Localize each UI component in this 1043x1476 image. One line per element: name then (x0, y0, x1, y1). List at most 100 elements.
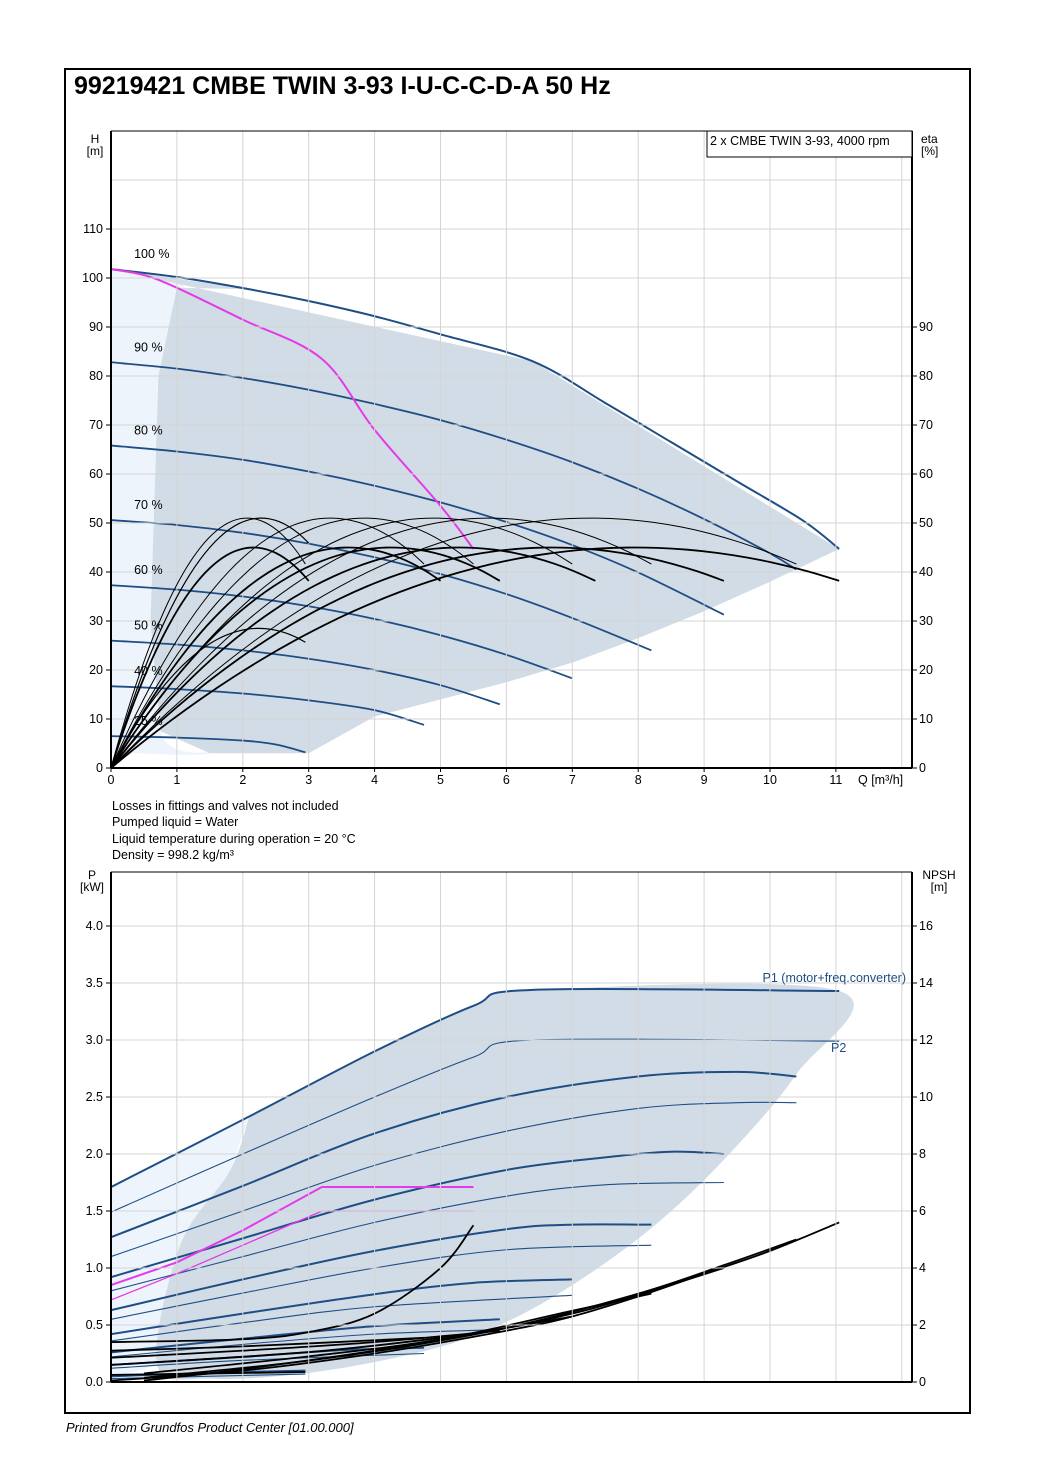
y-tick-label: 110 (83, 222, 103, 236)
qh-plot-area (111, 268, 840, 755)
x-tick-label: 5 (437, 773, 444, 787)
light-region (111, 1116, 250, 1379)
efficiency-curves (111, 517, 840, 768)
efficiency-curve (111, 546, 310, 768)
x-tick-label: 0 (108, 773, 115, 787)
x-tick-label: 1 (173, 773, 180, 787)
speed-label: 25 % (134, 714, 163, 728)
page-title: 99219421 CMBE TWIN 3-93 I-U-C-C-D-A 50 H… (74, 72, 611, 100)
y-tick-label: 40 (89, 565, 103, 579)
efficiency-curve (111, 517, 652, 768)
speed-label: 60 % (134, 563, 163, 577)
npsh-curve (111, 1371, 306, 1376)
efficiency-curve (111, 546, 840, 768)
footer-text: Printed from Grundfos Product Center [01… (66, 1420, 354, 1435)
speed-label: 70 % (134, 498, 163, 512)
speed-curve (111, 584, 573, 680)
npsh-tick-label: 8 (919, 1147, 926, 1161)
eta-tick-label: 60 (919, 467, 933, 481)
eta-tick-label: 70 (919, 418, 933, 432)
npsh-curve (143, 1267, 725, 1379)
efficiency-curve (111, 517, 573, 768)
eta-tick-label: 90 (919, 320, 933, 334)
p-tick-label: 3.5 (86, 976, 103, 990)
eta-tick-label: 20 (919, 663, 933, 677)
x-tick-label: 10 (763, 773, 777, 787)
p-tick-label: 4.0 (86, 919, 103, 933)
x-tick-label: 9 (701, 773, 708, 787)
p2-curve (111, 1294, 573, 1342)
npsh-curve (143, 1292, 652, 1375)
x-axis-label: Q [m³/h] (858, 773, 903, 787)
note-losses: Losses in fittings and valves not includ… (112, 799, 339, 813)
legend-box (706, 130, 913, 158)
y-tick-label: 50 (89, 516, 103, 530)
p1-label: P1 (motor+freq.converter) (763, 971, 906, 985)
eta-tick-label: 80 (919, 369, 933, 383)
eta-tick-label: 10 (919, 712, 933, 726)
p-tick-label: 2.5 (86, 1090, 103, 1104)
x-tick-label: 8 (635, 773, 642, 787)
x-tick-label: 7 (569, 773, 576, 787)
p-tick-label: 1.5 (86, 1204, 103, 1218)
npsh-tick-label: 6 (919, 1204, 926, 1218)
npsh-tick-label: 0 (919, 1375, 926, 1389)
y-axis-unit: [m] (87, 144, 104, 158)
eta-axis-unit: [%] (921, 144, 938, 158)
eta-tick-label: 50 (919, 516, 933, 530)
npsh-tick-label: 12 (919, 1033, 933, 1047)
efficiency-curve (111, 517, 310, 768)
x-tick-label: 4 (371, 773, 378, 787)
legend-text: 2 x CMBE TWIN 3-93, 4000 rpm (710, 134, 890, 148)
efficiency-curve (111, 517, 797, 768)
y-tick-label: 30 (89, 614, 103, 628)
y-tick-label: 70 (89, 418, 103, 432)
npsh-curve (111, 1221, 840, 1382)
efficiency-curve (111, 546, 725, 768)
speed-curve (111, 444, 725, 616)
speed-label: 50 % (134, 619, 163, 633)
max-power-limit-curve (111, 268, 475, 550)
p-tick-label: 3.0 (86, 1033, 103, 1047)
y-tick-label: 20 (89, 663, 103, 677)
speed-label: 100 % (134, 247, 169, 261)
npsh-tick-label: 14 (919, 976, 933, 990)
efficiency-curve (111, 517, 474, 768)
speed-label: 40 % (134, 664, 163, 678)
qh-chart: 100 %90 %80 %70 %60 %50 %40 %25 %0102030… (82, 130, 938, 787)
x-tick-label: 6 (503, 773, 510, 787)
p-tick-label: 0.5 (86, 1318, 103, 1332)
y-tick-label: 0 (96, 761, 103, 775)
y-tick-label: 80 (89, 369, 103, 383)
speed-label: 80 % (134, 424, 163, 438)
power-npsh-chart: 0.0 0.5 1.0 1.5 2.0 2.5 3.0 3.5 4.0 0 2 4 6 8 10 12 14 16… (80, 868, 956, 1389)
p-tick-label: 0.0 (86, 1375, 103, 1389)
p-axis-unit: [kW] (80, 880, 104, 894)
p1-curve (111, 1278, 573, 1336)
p2-label: P2 (831, 1041, 846, 1055)
npsh-curve (111, 1315, 573, 1366)
efficiency-curve (111, 546, 596, 768)
eta-tick-label: 30 (919, 614, 933, 628)
y-tick-label: 60 (89, 467, 103, 481)
note-liquid: Pumped liquid = Water (112, 815, 239, 829)
npsh-tick-label: 16 (919, 919, 933, 933)
npsh-axis-unit: [m] (931, 880, 948, 894)
eta-axis-label: eta (921, 132, 938, 146)
npsh-axis-label: NPSH (922, 868, 955, 882)
page-frame (64, 68, 971, 1414)
x-tick-label: 3 (305, 773, 312, 787)
efficiency-curve (111, 627, 306, 768)
efficiency-curve (111, 517, 306, 768)
p1-curve (111, 1150, 724, 1279)
operating-envelope (111, 983, 854, 1380)
npsh-tick-label: 10 (919, 1090, 933, 1104)
eta-tick-label: 0 (919, 761, 926, 775)
note-temperature: Liquid temperature during operation = 20… (112, 832, 356, 846)
npsh-tick-label: 4 (919, 1261, 926, 1275)
x-tick-label: 2 (239, 773, 246, 787)
efficiency-curve (111, 546, 442, 768)
p-tick-label: 1.0 (86, 1261, 103, 1275)
y-tick-label: 90 (89, 320, 103, 334)
